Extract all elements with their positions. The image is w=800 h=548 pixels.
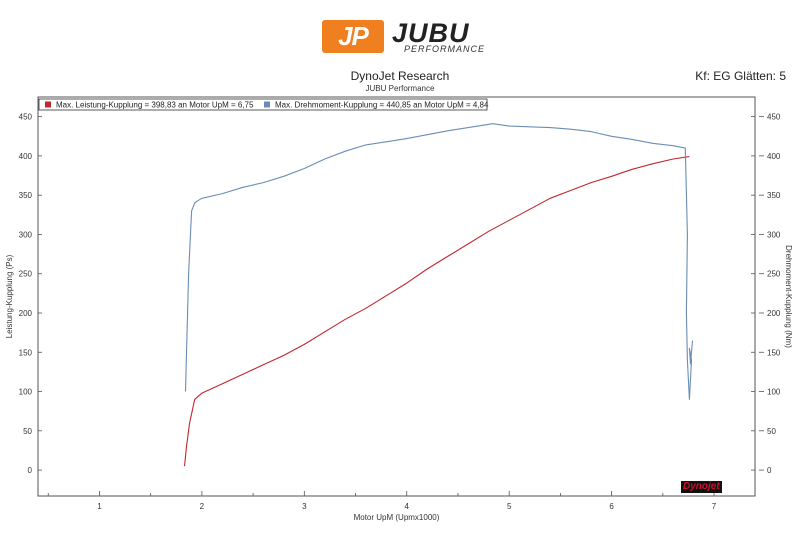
y-tick-label-right: 250	[767, 270, 781, 279]
y-axis-label-right: Drehmoment-Kupplung (Nm)	[784, 245, 793, 348]
y-tick-label-left: 150	[19, 348, 33, 357]
y-tick-label-right: 150	[767, 348, 781, 357]
legend-label-torque: Max. Drehmoment-Kupplung = 440,85 an Mot…	[275, 101, 489, 110]
x-tick-label: 4	[405, 502, 410, 511]
x-axis-label: Motor UpM (Upmx1000)	[354, 513, 440, 522]
y-axis-label-left: Leistung-Kupplung (Ps)	[5, 254, 14, 338]
dynojet-logo: Dynojet	[681, 481, 722, 493]
y-tick-label-left: 450	[19, 113, 33, 122]
logo-wordmark: JUBU	[392, 18, 470, 48]
legend: Max. Leistung-Kupplung = 398,83 an Motor…	[38, 98, 489, 111]
y-tick-label-right: 0	[767, 466, 772, 475]
y-tick-label-left: 300	[19, 230, 33, 239]
plot-frame	[37, 96, 756, 497]
y-tick-label-left: 50	[23, 427, 32, 436]
y-tick-label-right: 450	[767, 113, 781, 122]
x-tick-label: 5	[507, 502, 512, 511]
series-layer	[183, 123, 694, 467]
y-tick-label-left: 200	[19, 309, 33, 318]
legend-swatch-power	[45, 101, 51, 108]
y-tick-label-left: 400	[19, 152, 33, 161]
y-tick-label-right: 100	[767, 388, 781, 397]
y-tick-label-left: 250	[19, 270, 33, 279]
chart-title: DynoJet Research	[350, 69, 450, 83]
y-tick-label-left: 350	[19, 191, 33, 200]
logo-subtitle: PERFORMANCE	[404, 44, 486, 54]
x-tick-label: 3	[302, 502, 307, 511]
x-tick-label: 6	[609, 502, 614, 511]
y-tick-label-right: 200	[767, 309, 781, 318]
y-tick-label-left: 0	[28, 466, 33, 475]
y-tick-label-right: 300	[767, 230, 781, 239]
smoothing-note: Kf: EG Glätten: 5	[695, 69, 786, 83]
y-tick-label-right: 400	[767, 152, 781, 161]
x-tick-label: 1	[97, 502, 102, 511]
axes-layer: 0 0 50 50 100 100 150 150 200 200 250 250 300 300 350 3…	[19, 113, 781, 511]
legend-swatch-torque	[264, 101, 270, 108]
series-line-power	[183, 156, 690, 467]
y-tick-label-right: 350	[767, 191, 781, 200]
legend-label-power: Max. Leistung-Kupplung = 398,83 an Motor…	[56, 101, 254, 110]
x-tick-label: 7	[712, 502, 717, 511]
logo-badge: JP	[322, 20, 384, 53]
series-line-torque	[184, 123, 694, 400]
chart-subtitle: JUBU Performance	[365, 84, 435, 93]
x-tick-label: 2	[200, 502, 205, 511]
y-tick-label-right: 50	[767, 427, 776, 436]
legend-box	[38, 98, 488, 111]
jubu-logo: JP JUBU PERFORMANCE	[322, 18, 486, 56]
y-tick-label-left: 100	[19, 388, 33, 397]
